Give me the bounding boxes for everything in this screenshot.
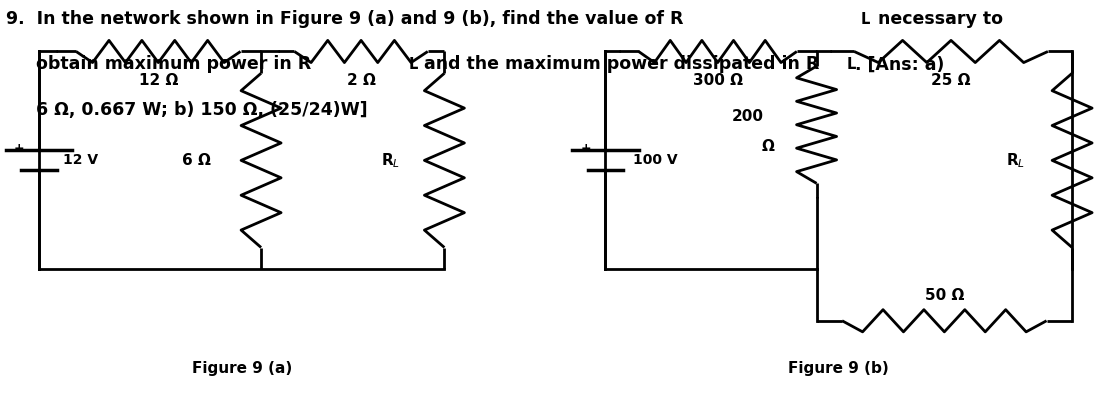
Text: 12 V: 12 V (63, 153, 99, 168)
Text: Ω: Ω (761, 139, 774, 154)
Text: 2 Ω: 2 Ω (347, 73, 376, 88)
Text: L: L (861, 12, 870, 27)
Text: necessary to: necessary to (872, 10, 1003, 28)
Text: 6 Ω, 0.667 W; b) 150 Ω, (25/24)W]: 6 Ω, 0.667 W; b) 150 Ω, (25/24)W] (6, 101, 367, 119)
Text: +: + (580, 142, 591, 155)
Text: 9.  In the network shown in Figure 9 (a) and 9 (b), find the value of R: 9. In the network shown in Figure 9 (a) … (6, 10, 683, 28)
Text: 300 Ω: 300 Ω (692, 73, 743, 88)
Text: 100 V: 100 V (633, 153, 678, 168)
Text: 12 Ω: 12 Ω (139, 73, 178, 88)
Text: R$_L$: R$_L$ (381, 151, 400, 170)
Text: Figure 9 (a): Figure 9 (a) (191, 361, 292, 376)
Text: L: L (847, 57, 855, 72)
Text: and the maximum power dissipated in R: and the maximum power dissipated in R (418, 55, 819, 73)
Text: 25 Ω: 25 Ω (931, 73, 971, 88)
Text: obtain maximum power in R: obtain maximum power in R (6, 55, 311, 73)
Text: 200: 200 (731, 109, 763, 124)
Text: R$_L$: R$_L$ (1007, 151, 1025, 170)
Text: L: L (409, 57, 418, 72)
Text: 6 Ω: 6 Ω (182, 153, 211, 168)
Text: Figure 9 (b): Figure 9 (b) (789, 361, 889, 376)
Text: . [Ans: a): . [Ans: a) (855, 55, 944, 73)
Text: 50 Ω: 50 Ω (924, 288, 964, 303)
Text: +: + (13, 142, 24, 155)
